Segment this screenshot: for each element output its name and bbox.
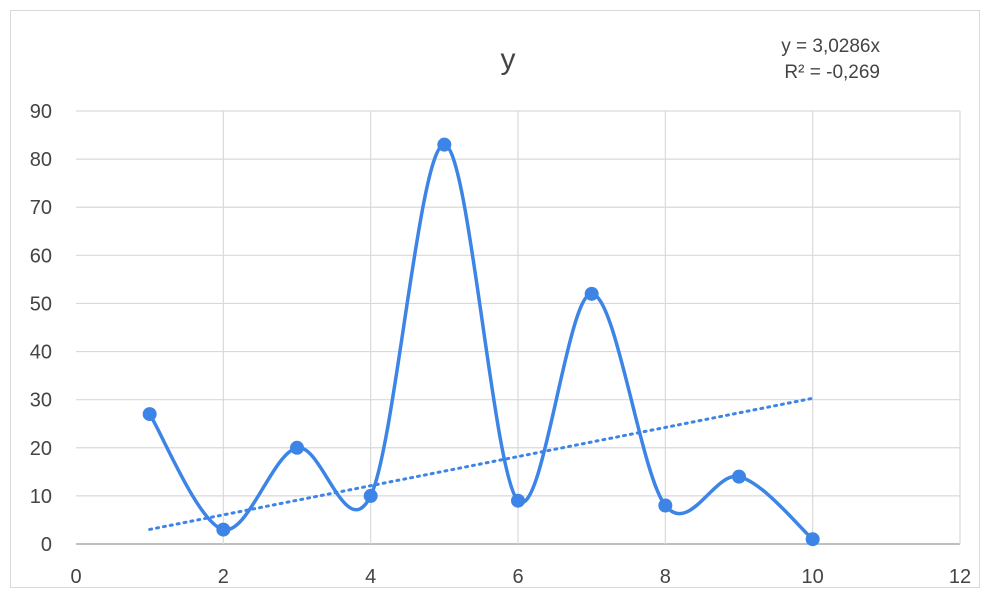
- chart-frame: [10, 10, 980, 588]
- chart-title: y: [501, 43, 516, 76]
- y-tick-label: 20: [30, 438, 52, 460]
- data-point: [216, 522, 231, 537]
- x-tick-label: 12: [949, 566, 971, 588]
- y-tick-label: 90: [30, 101, 52, 123]
- y-tick-label: 50: [30, 293, 52, 315]
- series-layer: [142, 137, 820, 547]
- data-point: [142, 407, 157, 422]
- tick-labels: 0 10 20 30 40 50 60 70 80 90 0 2 4 6 8 10 12: [30, 101, 971, 588]
- trendline-r2: R² = -0,269: [784, 62, 880, 83]
- y-tick-label: 10: [30, 486, 52, 508]
- x-tick-label: 8: [660, 566, 671, 588]
- y-tick-label: 0: [41, 534, 52, 556]
- trendline-equation: y = 3,0286x: [781, 36, 880, 57]
- y-tick-label: 70: [30, 197, 52, 219]
- data-point: [511, 493, 525, 508]
- x-tick-label: 4: [365, 566, 376, 588]
- data-point: [437, 137, 452, 152]
- data-point: [584, 286, 599, 301]
- x-tick-label: 2: [218, 566, 229, 588]
- data-point: [290, 440, 304, 455]
- series-line: [148, 142, 814, 541]
- y-tick-label: 60: [30, 245, 52, 267]
- data-point: [732, 469, 746, 484]
- y-tick-label: 80: [30, 149, 52, 171]
- data-point: [658, 498, 673, 513]
- x-tick-label: 0: [70, 566, 81, 588]
- trendline-line: [148, 396, 815, 531]
- y-tick-label: 40: [30, 342, 52, 364]
- x-tick-label: 6: [512, 566, 523, 588]
- grid: [76, 110, 961, 545]
- trendline: [148, 396, 815, 531]
- data-point: [805, 532, 820, 547]
- y-tick-label: 30: [30, 390, 52, 412]
- x-tick-label: 10: [802, 566, 824, 588]
- data-point: [363, 488, 378, 503]
